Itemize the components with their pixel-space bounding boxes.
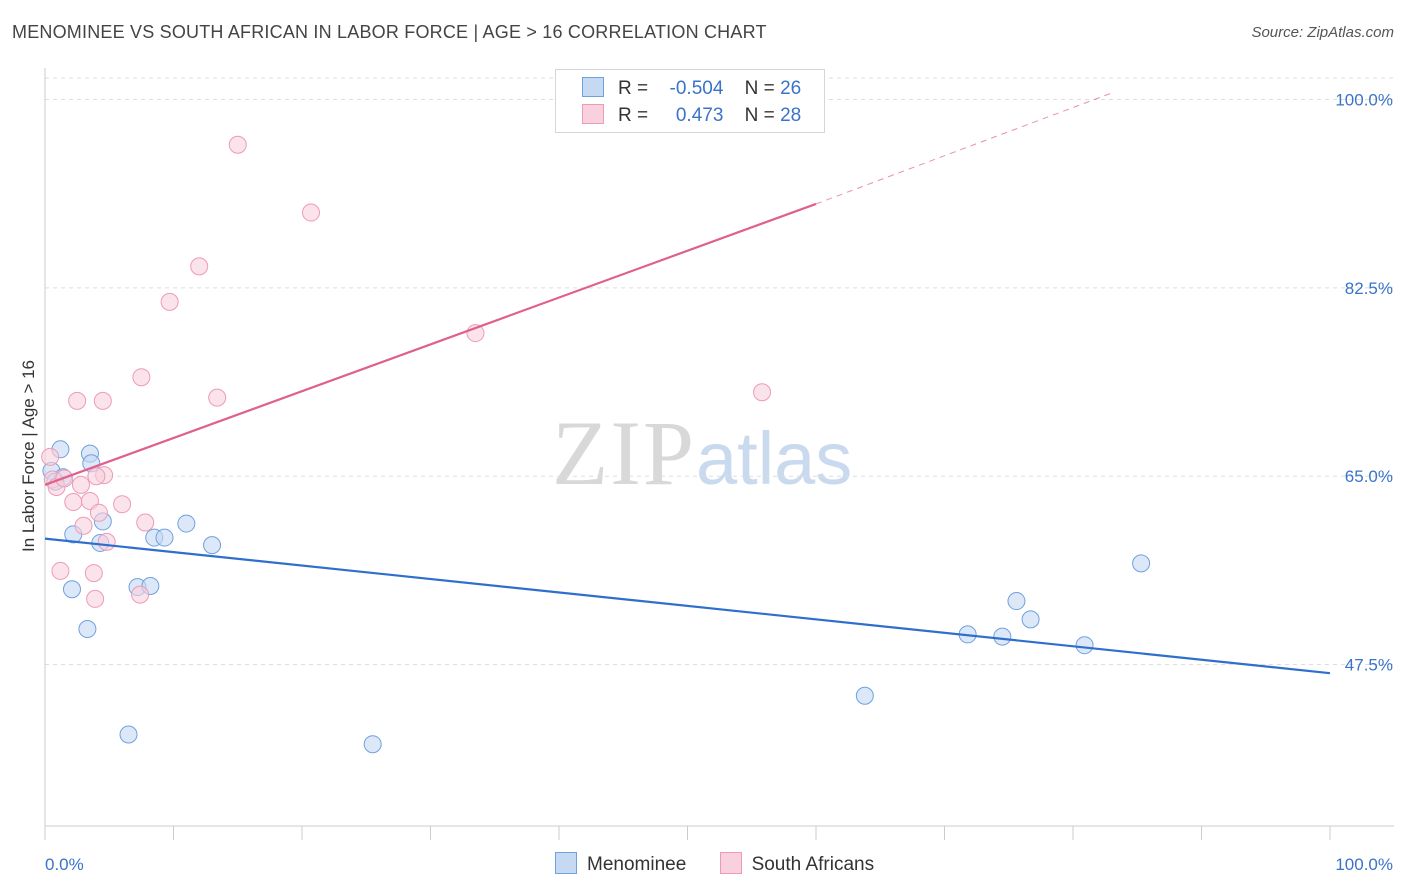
south-africans-r-label: R = (618, 105, 649, 126)
point-south-africans (51, 561, 70, 580)
point-south-africans (136, 513, 155, 532)
point-south-africans (74, 516, 93, 535)
point-south-africans (64, 493, 83, 512)
point-south-africans (228, 135, 247, 154)
y-tick-label: 47.5% (1345, 656, 1393, 675)
point-south-africans (89, 503, 108, 522)
south-africans-n-value: 28 (780, 105, 802, 126)
point-south-africans (86, 589, 105, 608)
point-south-africans (113, 495, 132, 514)
south-africans-n-label: N = (744, 105, 775, 126)
trendline-south-africans (44, 202, 817, 486)
legend-label-menominee: Menominee (587, 854, 687, 875)
chart-source: Source: ZipAtlas.com (1251, 24, 1394, 41)
stats-legend: R = -0.504 N = 26 R = 0.473 N = 28 (555, 69, 825, 133)
south-africans-r-value: 0.473 (675, 105, 724, 126)
x-tick-label-min: 0.0% (45, 855, 84, 874)
point-menominee (1021, 610, 1040, 629)
legend-label-south-africans: South Africans (751, 854, 875, 875)
stats-legend-row-south-africans: R = 0.473 N = 28 (582, 104, 801, 127)
point-menominee (1007, 592, 1026, 611)
x-tick-label-max: 100.0% (1335, 855, 1393, 874)
point-south-africans (97, 532, 116, 551)
point-menominee (177, 514, 196, 533)
point-south-africans (190, 257, 209, 276)
point-south-africans (301, 203, 320, 222)
point-south-africans (93, 391, 112, 410)
y-tick-label: 100.0% (1335, 91, 1393, 110)
watermark-atlas: atlas (696, 417, 853, 500)
south-africans-swatch (582, 104, 604, 124)
y-tick-label: 82.5% (1345, 279, 1393, 298)
point-south-africans (132, 368, 151, 387)
stats-legend-row-menominee: R = -0.504 N = 26 (582, 77, 801, 100)
point-menominee (155, 528, 174, 547)
point-south-africans (84, 564, 103, 583)
point-menominee (119, 725, 138, 744)
trendline-extension-south-africans (815, 92, 1112, 205)
point-menominee (363, 735, 382, 754)
point-menominee (62, 580, 81, 599)
menominee-n-label: N = (744, 78, 775, 99)
bottom-legend: Menominee South Africans (555, 852, 902, 876)
menominee-r-value: -0.504 (669, 78, 724, 99)
menominee-n-value: 26 (780, 78, 802, 99)
point-south-africans (160, 292, 179, 311)
point-south-africans (41, 447, 60, 466)
legend-swatch-south-africans (719, 852, 742, 874)
point-south-africans (71, 475, 90, 494)
menominee-r-label: R = (618, 78, 649, 99)
point-menominee (78, 620, 97, 639)
legend-item-south-africans[interactable]: South Africans (719, 852, 875, 876)
point-south-africans (68, 391, 87, 410)
point-south-africans (87, 467, 106, 486)
point-menominee (1075, 636, 1094, 655)
trendline-menominee (44, 537, 1331, 675)
point-south-africans (131, 585, 150, 604)
point-menominee (855, 686, 874, 705)
watermark: ZIPatlas (552, 400, 852, 506)
point-menominee (203, 536, 222, 555)
chart-title: MENOMINEE VS SOUTH AFRICAN IN LABOR FORC… (12, 22, 767, 42)
y-tick-label: 65.0% (1345, 467, 1393, 486)
y-axis-label: In Labor Force | Age > 16 (19, 360, 38, 552)
point-menominee (993, 627, 1012, 646)
legend-item-menominee[interactable]: Menominee (555, 852, 686, 876)
point-south-africans (208, 388, 227, 407)
point-south-africans (753, 383, 772, 402)
point-menominee (1132, 554, 1151, 573)
menominee-swatch (582, 77, 604, 97)
watermark-zip: ZIP (552, 402, 696, 504)
legend-swatch-menominee (555, 852, 577, 874)
